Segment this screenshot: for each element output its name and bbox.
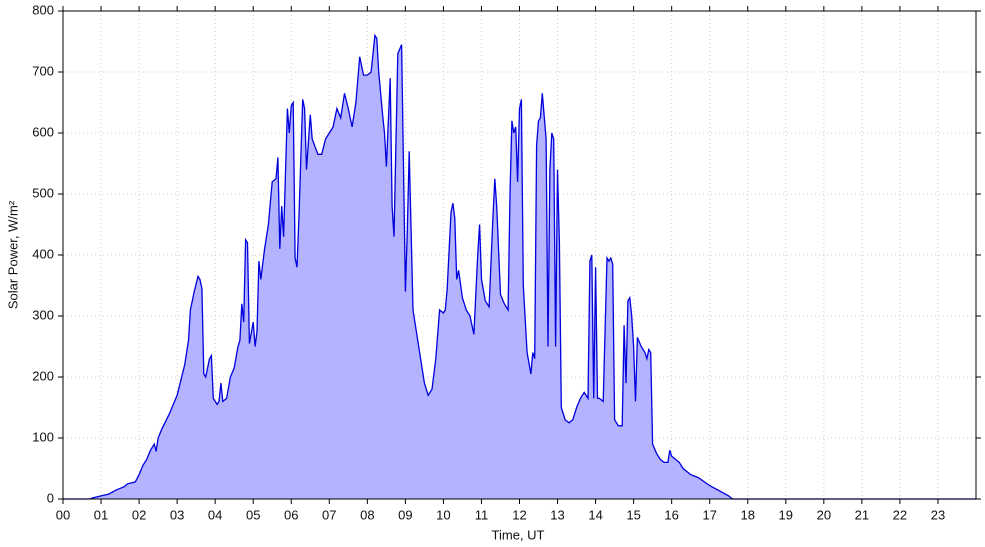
x-tick-label: 16 (664, 507, 678, 522)
area (63, 35, 976, 500)
x-tick-label: 18 (741, 507, 755, 522)
y-tick-label: 600 (32, 124, 54, 139)
y-tick-label: 200 (32, 368, 54, 383)
x-tick-label: 08 (360, 507, 374, 522)
x-tick-label: 00 (56, 507, 70, 522)
x-tick-label: 10 (436, 507, 450, 522)
y-tick-label: 0 (47, 490, 54, 505)
x-tick-label: 21 (855, 507, 869, 522)
x-tick-label: 03 (170, 507, 184, 522)
x-tick-label: 04 (208, 507, 222, 522)
x-tick-label: 12 (512, 507, 526, 522)
x-tick-label: 17 (702, 507, 716, 522)
x-tick-label: 13 (550, 507, 564, 522)
x-tick-label: 23 (931, 507, 945, 522)
x-tick-label: 05 (246, 507, 260, 522)
x-tick-label: 14 (588, 507, 602, 522)
y-tick-label: 800 (32, 2, 54, 17)
x-tick-label: 09 (398, 507, 412, 522)
y-tick-label: 300 (32, 307, 54, 322)
x-tick-label: 07 (322, 507, 336, 522)
x-tick-label: 20 (817, 507, 831, 522)
x-tick-label: 22 (893, 507, 907, 522)
y-axis-label: Solar Power, W/m² (5, 200, 20, 309)
x-tick-label: 15 (626, 507, 640, 522)
y-tick-label: 700 (32, 63, 54, 78)
x-tick-label: 11 (475, 507, 489, 522)
y-tick-label: 100 (32, 429, 54, 444)
x-tick-label: 01 (94, 507, 108, 522)
y-tick-label: 400 (32, 246, 54, 261)
x-tick-label: 06 (284, 507, 298, 522)
x-axis-label: Time, UT (492, 527, 545, 542)
line (63, 33, 976, 500)
x-tick-label: 19 (779, 507, 793, 522)
x-tick-label: 02 (132, 507, 146, 522)
y-tick-label: 500 (32, 185, 54, 200)
